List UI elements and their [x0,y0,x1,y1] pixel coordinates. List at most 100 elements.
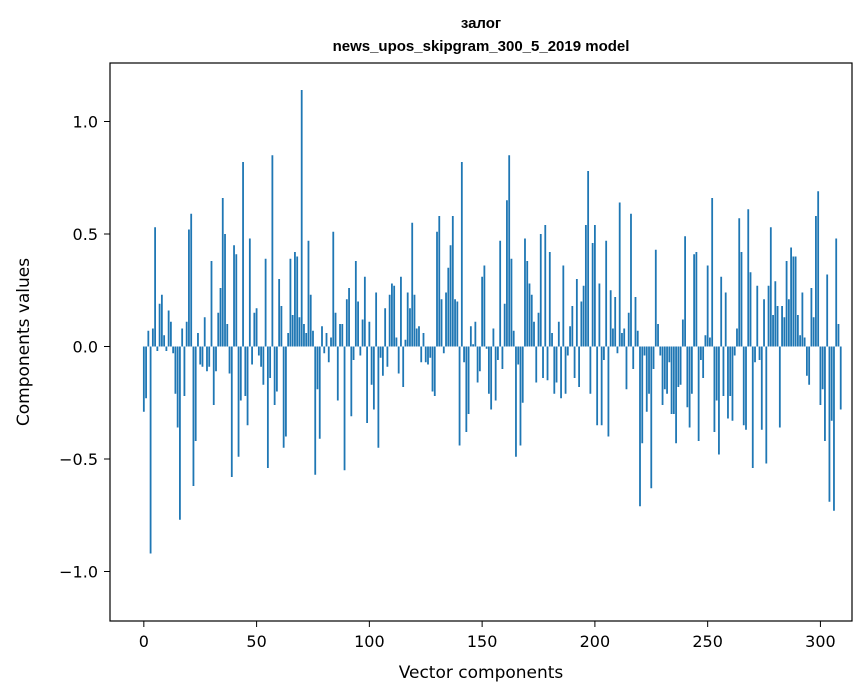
x-tick-label: 100 [354,632,385,651]
bar [487,346,490,394]
bar [219,288,222,347]
bar [280,306,283,347]
x-tick-label: 50 [246,632,266,651]
bar [350,346,353,417]
bar [808,346,811,385]
bar [271,155,274,347]
bar [713,346,716,432]
bar [630,213,632,347]
bar [298,317,301,347]
bar [334,312,337,347]
bar [393,285,396,347]
bar [332,231,335,347]
bar [731,346,734,421]
bar [336,346,339,401]
bar [548,252,551,347]
bar [830,346,833,421]
bar [727,346,729,419]
bar [490,346,493,410]
bar [679,346,682,385]
bars-group [142,90,842,554]
bar [749,272,752,347]
bar [803,337,806,347]
bar [251,346,253,365]
bar [445,292,447,347]
bar [391,283,393,347]
bar [740,252,743,347]
bar [537,312,540,347]
bar [375,292,378,347]
bar [309,294,312,347]
bar [361,319,364,347]
bar [217,312,220,347]
bar [273,346,276,405]
bar [357,301,359,347]
bar [573,346,576,378]
bar [201,346,204,367]
chart-subtitle: news_upos_skipgram_300_5_2019 model [333,38,630,55]
bar [381,346,384,376]
bar [839,346,842,410]
bar [837,324,840,347]
bar [533,321,535,347]
bar [506,200,508,347]
bar [145,346,147,399]
bar [197,333,199,347]
bar [670,346,673,414]
bar [575,279,578,347]
bar [192,346,195,486]
bar [226,324,229,347]
bar [693,254,696,347]
bar [815,216,817,347]
bar [359,346,362,356]
bar [190,213,193,347]
y-tick-label: −0.5 [59,450,98,469]
bar [805,346,808,376]
bar [169,321,172,347]
x-tick-label: 0 [139,632,149,651]
bar [828,346,831,502]
bar [661,346,664,405]
bar [763,299,765,347]
bar [571,306,574,347]
bar [199,346,202,365]
bar [497,346,499,360]
bar [174,346,177,394]
bar [517,346,520,365]
bar [442,346,445,354]
bar [483,265,486,347]
bar [754,346,756,363]
chart-title: залог [461,15,501,32]
bar [485,346,488,349]
bar [817,191,820,347]
bar [395,337,398,347]
bar [785,261,788,347]
bar [384,308,387,347]
bar [397,346,400,374]
bar [377,346,380,448]
bar [172,346,175,354]
bar [262,346,265,385]
bar [688,346,691,428]
bar [539,234,542,347]
bar [422,333,425,347]
bar [409,308,411,347]
bar [321,326,323,347]
bar [165,346,168,351]
bar [530,294,533,347]
bar [824,346,826,441]
bar [715,346,718,401]
bar [287,333,290,347]
bar [194,346,197,441]
bar [738,218,741,347]
bar [711,198,714,347]
bar [555,346,558,383]
bar [720,276,723,347]
bar [325,333,328,347]
bar [469,326,472,347]
bar [652,346,655,369]
bar [476,346,479,383]
bar [210,261,213,347]
bar [275,346,278,392]
